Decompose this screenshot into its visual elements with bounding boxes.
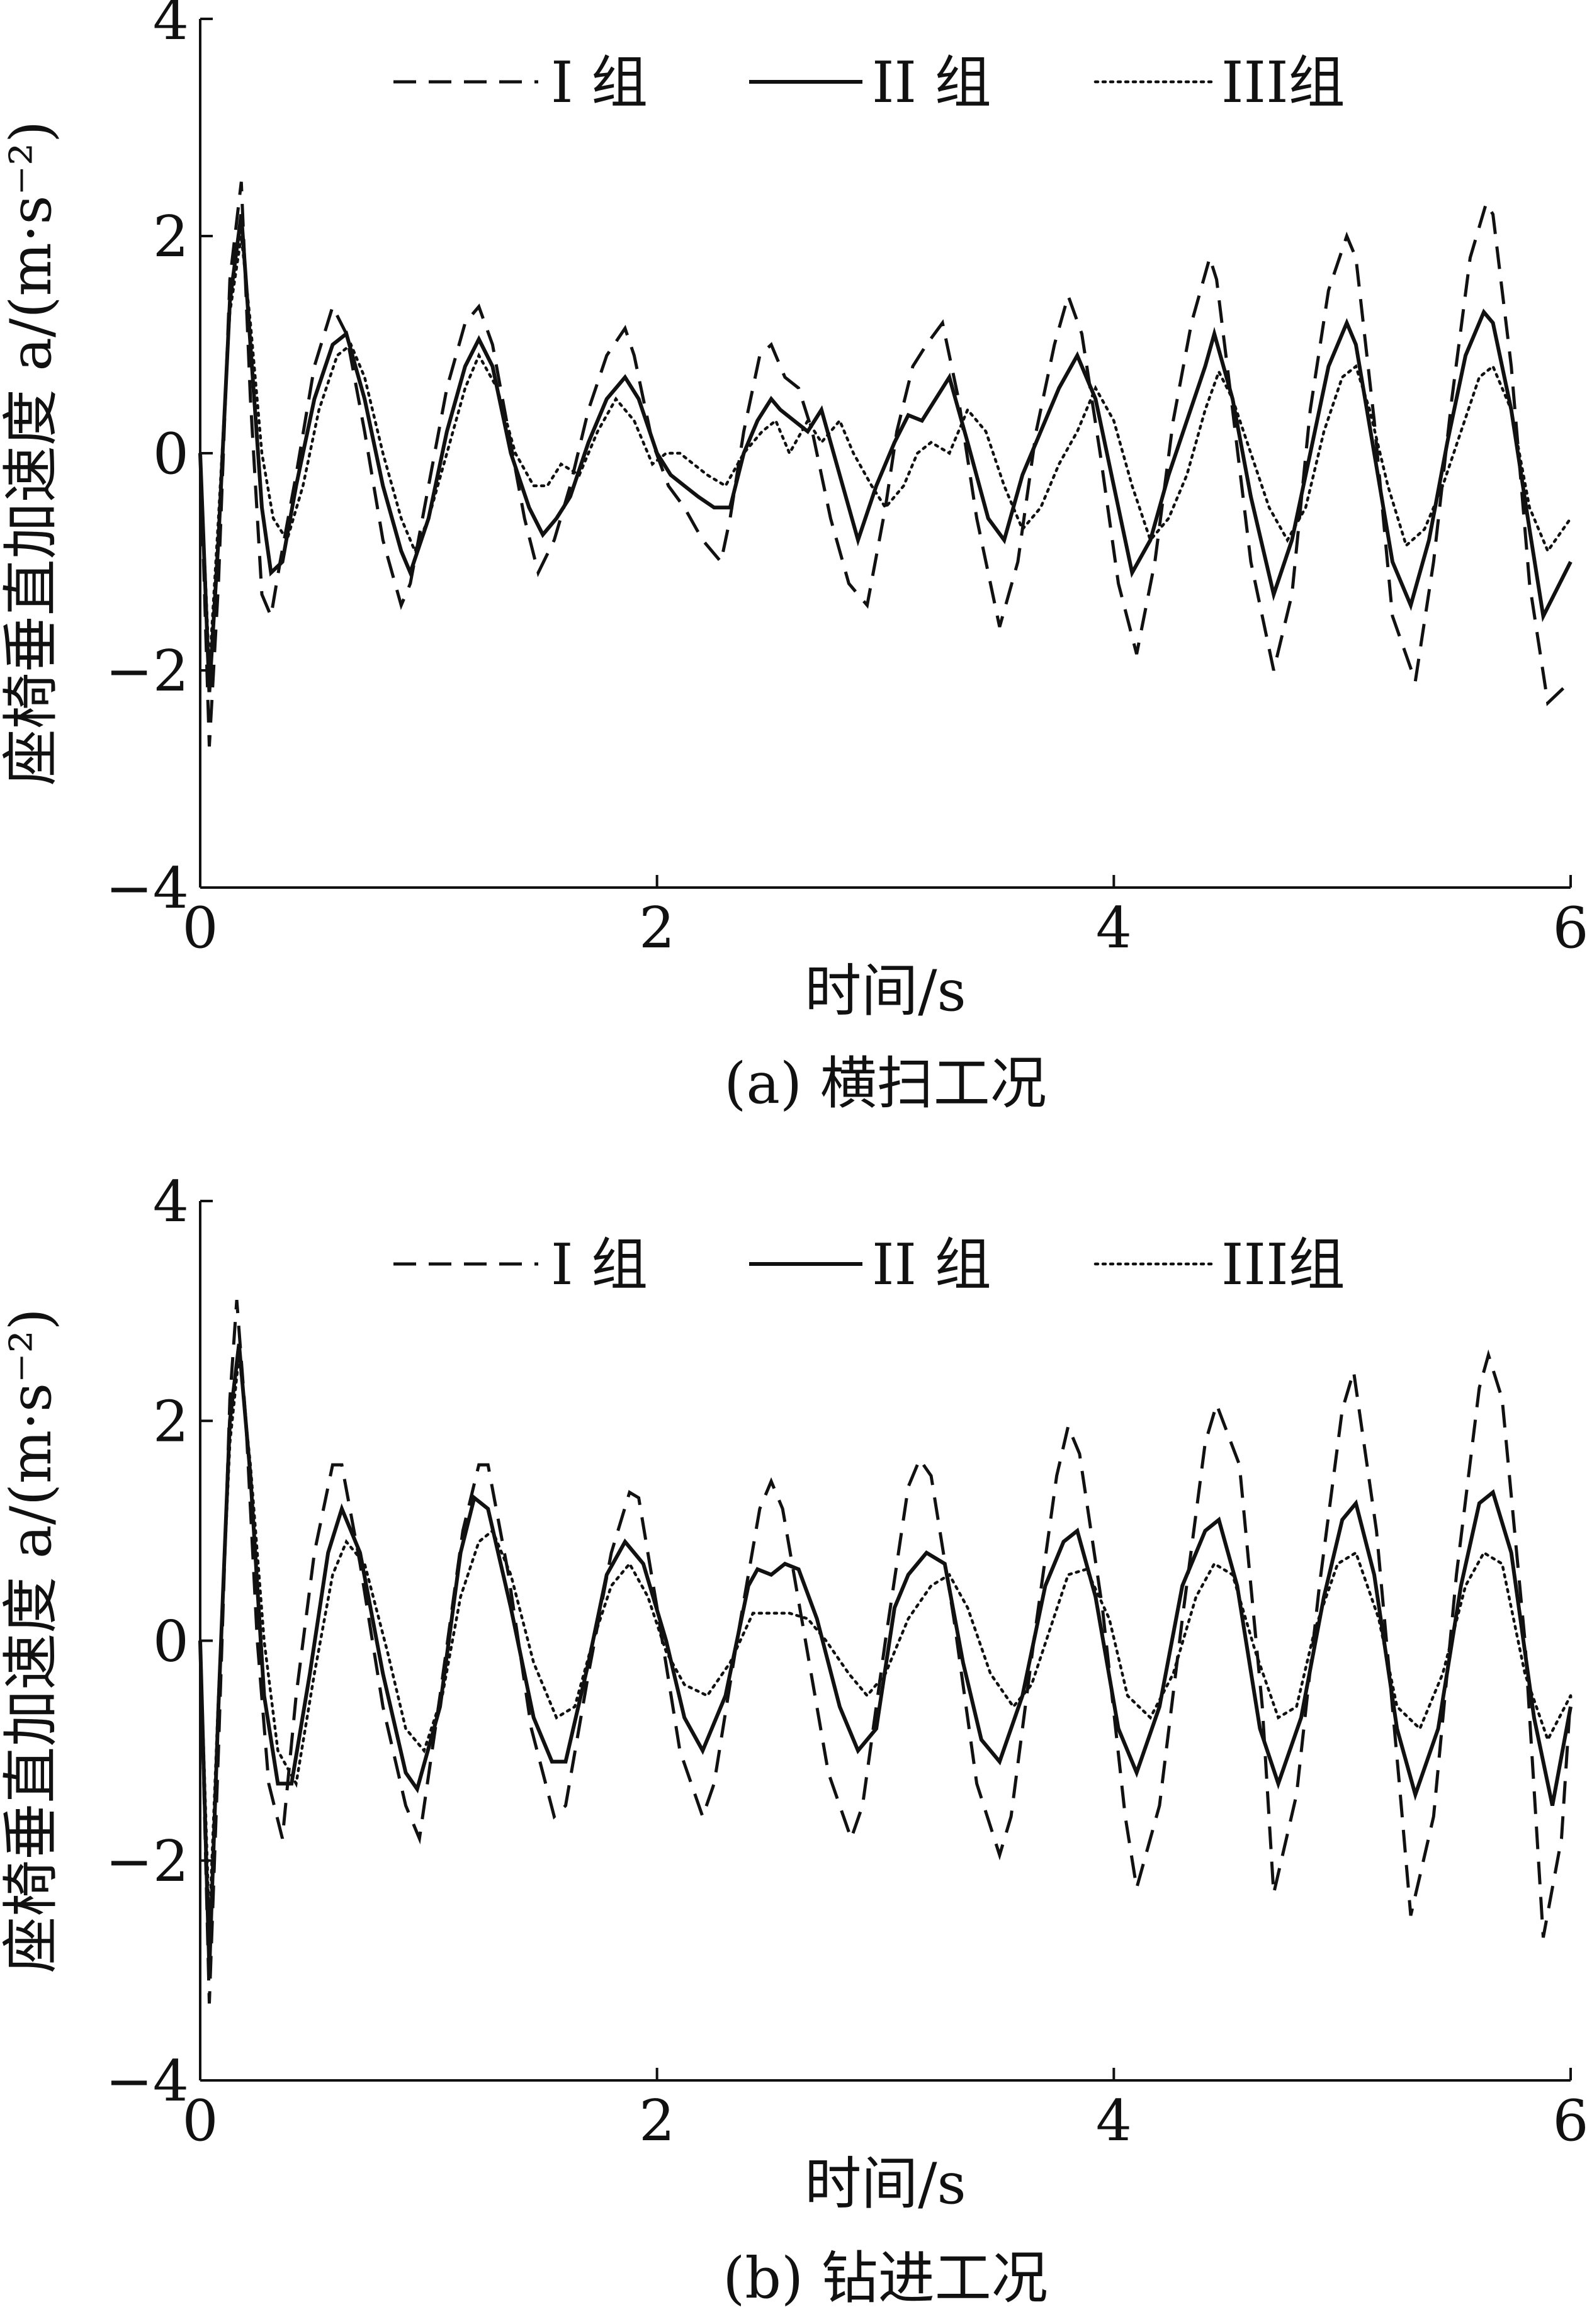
x-tick-label: 6	[1552, 895, 1587, 961]
series-line-ii-solid	[198, 1343, 1573, 1971]
panel-caption: (b) 钻进工况	[723, 2245, 1048, 2311]
y-axis-title: 座椅垂直加速度 a/(m·s⁻²)	[0, 121, 64, 786]
x-tick-label: 2	[639, 895, 675, 961]
x-axis-title: 时间/s	[805, 2151, 966, 2217]
chart-panel-a: −4 −2 0 2 4 0 2 4 6 时间/s 座椅垂直加速度 a/(m·s⁻²) (a) 横扫工况…	[0, 0, 1587, 1117]
legend-label: III组	[1221, 1232, 1345, 1298]
y-axis-title: 座椅垂直加速度 a/(m·s⁻²)	[0, 1308, 64, 1973]
y-tick-label: 0	[153, 1609, 189, 1675]
x-tick-label: 4	[1096, 895, 1132, 961]
legend-item: III组	[1093, 50, 1345, 116]
legend-item: II 组	[749, 50, 991, 116]
series-line-iii-dotted	[198, 235, 1573, 671]
legend-label: II 组	[872, 1232, 991, 1298]
chart-panel-b: −4 −2 0 2 4 0 2 4 6 时间/s 座椅垂直加速度 a/(m·s⁻²) (b) 钻进工况…	[0, 1169, 1587, 2311]
legend-label: I 组	[551, 1232, 648, 1298]
series-line-iii-dotted	[198, 1355, 1573, 1927]
x-axis-title: 时间/s	[805, 958, 966, 1024]
series-line-i-dashed	[198, 181, 1572, 747]
series-line-ii-solid	[198, 214, 1573, 692]
y-tick-label: 2	[153, 1389, 189, 1455]
legend-item: I 组	[393, 1232, 648, 1298]
x-tick-label: 0	[182, 895, 218, 961]
y-tick-label: 4	[153, 1169, 189, 1235]
legend-item: I 组	[393, 50, 648, 116]
legend-item: II 组	[749, 1232, 991, 1298]
x-tick-label: 2	[639, 2088, 675, 2154]
y-tick-label: 4	[153, 0, 189, 53]
y-tick-label: 2	[153, 204, 189, 270]
legend-label: II 组	[872, 50, 991, 116]
x-tick-label: 4	[1096, 2088, 1132, 2154]
x-tick-label: 0	[182, 2088, 218, 2154]
y-tick-label: −2	[105, 1829, 189, 1895]
y-tick-label: −2	[105, 638, 189, 704]
y-tick-label: −4	[105, 2048, 189, 2114]
y-tick-label: 0	[153, 421, 189, 487]
series-line-i-dashed	[198, 1300, 1573, 2004]
legend-label: III组	[1221, 50, 1345, 116]
y-tick-label: −4	[105, 855, 189, 922]
panel-caption: (a) 横扫工况	[724, 1051, 1047, 1117]
legend-label: I 组	[551, 50, 648, 116]
x-tick-label: 6	[1552, 2088, 1587, 2154]
legend-item: III组	[1093, 1232, 1345, 1298]
